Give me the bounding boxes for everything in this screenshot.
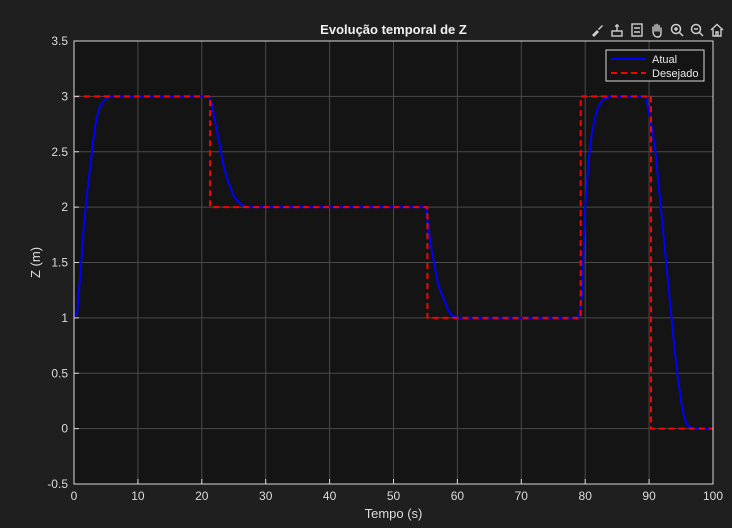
x-tick-label: 20: [195, 489, 209, 503]
series-line-atual[interactable]: [73, 95, 713, 430]
data-cursor-icon[interactable]: [608, 21, 626, 39]
y-tick-label: 2.5: [51, 145, 68, 159]
legend-label-atual: Atual: [652, 54, 677, 66]
x-tick-labels: 0 10 20 30 40 50 60 70 80 90 100: [71, 479, 723, 503]
y-tick-label: 0.5: [51, 366, 68, 380]
y-tick-label: 1: [61, 311, 68, 325]
series-line-desejado[interactable]: [74, 95, 713, 430]
zoom-out-icon[interactable]: [688, 21, 706, 39]
chart-title: Evolução temporal de Z: [320, 22, 467, 37]
y-tick-label: 2: [61, 200, 68, 214]
y-tick-label: 0: [61, 422, 68, 436]
x-tick-label: 40: [323, 489, 337, 503]
y-axis-label: Z (m): [28, 247, 43, 278]
y-tick-label: 3.5: [51, 34, 68, 48]
legend-box: [605, 49, 705, 82]
legend-label-desejado: Desejado: [652, 68, 698, 80]
y-tick-labels: -0.5 0 0.5 1 1.5 2 2.5 3 3.5: [47, 34, 79, 491]
home-icon[interactable]: [708, 21, 726, 39]
y-tick-label: 3: [61, 89, 68, 103]
x-tick-label: 80: [579, 489, 593, 503]
axes-toolbar: [588, 20, 726, 40]
pan-icon[interactable]: [648, 21, 666, 39]
x-tick-label: 90: [642, 489, 656, 503]
legend[interactable]: Atual Desejado: [605, 49, 705, 82]
y-tick-label: -0.5: [47, 477, 68, 491]
series-layer: [73, 95, 713, 430]
x-tick-label: 50: [387, 489, 401, 503]
zoom-in-icon[interactable]: [668, 21, 686, 39]
brush-icon[interactable]: [588, 21, 606, 39]
x-axis-label: Tempo (s): [365, 506, 423, 521]
x-tick-label: 0: [71, 489, 78, 503]
x-tick-label: 70: [515, 489, 529, 503]
x-tick-label: 10: [131, 489, 145, 503]
x-tick-label: 60: [451, 489, 465, 503]
x-tick-label: 30: [259, 489, 273, 503]
x-tick-label: 100: [703, 489, 723, 503]
y-tick-label: 1.5: [51, 256, 68, 270]
legend-toggle-icon[interactable]: [628, 21, 646, 39]
